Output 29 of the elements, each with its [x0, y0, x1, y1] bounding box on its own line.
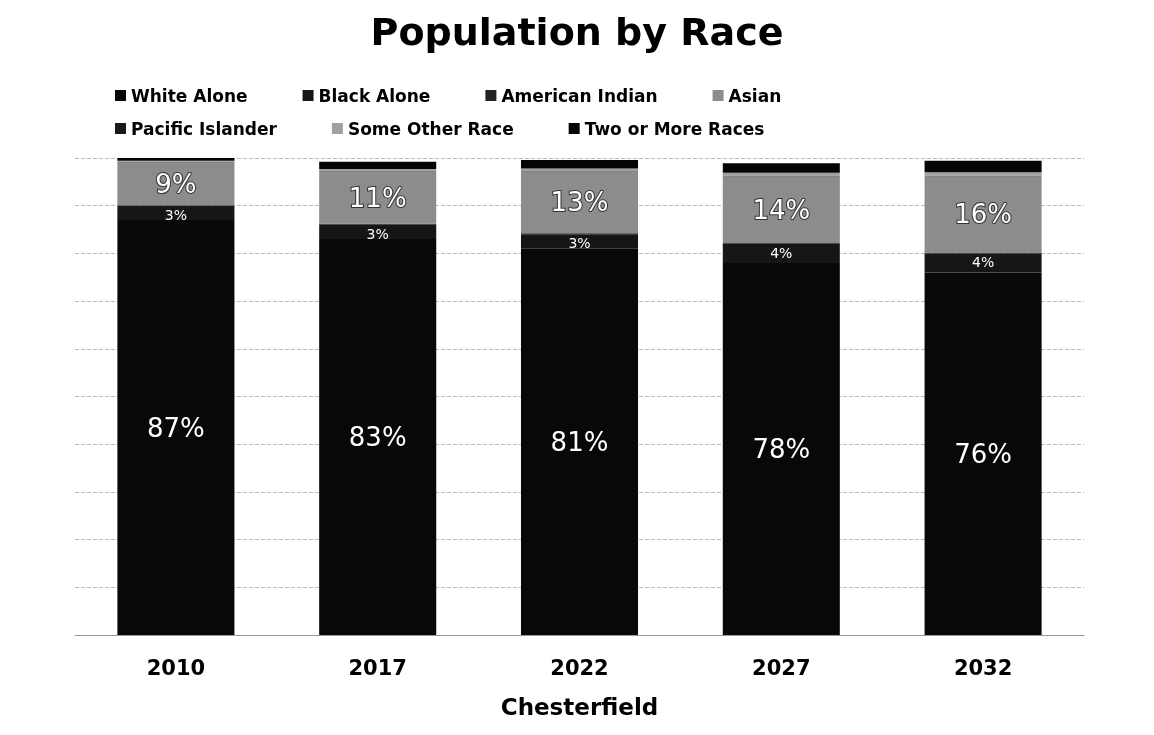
- data-label: 4%: [971, 254, 995, 271]
- data-label: 3%: [164, 206, 188, 223]
- legend-label: Asian: [728, 85, 782, 106]
- data-label: 4%: [770, 244, 793, 261]
- legend-label: Two or More Races: [584, 118, 765, 139]
- data-label: 14%: [752, 194, 811, 225]
- data-label: 87%: [147, 412, 205, 443]
- chart-title: Population by Race: [370, 10, 784, 54]
- legend-label: Some Other Race: [347, 118, 514, 139]
- data-label: 13%: [550, 187, 609, 218]
- x-axis-title: Chesterfield: [500, 693, 659, 720]
- legend-label: White Alone: [131, 85, 248, 106]
- x-tick-label: 2027: [752, 655, 811, 680]
- legend-label: American Indian: [501, 85, 658, 106]
- data-label: 3%: [366, 225, 389, 242]
- x-tick-label: 2017: [348, 655, 407, 680]
- data-label: 81%: [550, 426, 609, 457]
- x-tick-label: 2010: [146, 655, 206, 680]
- data-label: 78%: [752, 433, 811, 464]
- data-label: 9%: [155, 168, 197, 199]
- data-label: 76%: [954, 438, 1012, 469]
- x-tick-label: 2032: [953, 655, 1013, 680]
- x-tick-label: 2022: [550, 655, 609, 680]
- data-label: 83%: [348, 422, 407, 453]
- legend-label: Black Alone: [318, 85, 431, 106]
- legend-label: Pacific Islander: [131, 118, 278, 139]
- data-label: 3%: [568, 235, 591, 252]
- data-label: 16%: [954, 199, 1012, 230]
- data-label: 11%: [348, 182, 407, 213]
